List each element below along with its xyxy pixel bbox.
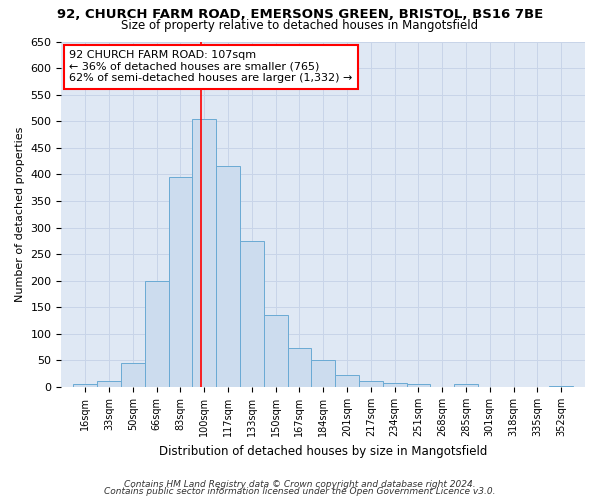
Bar (454, 384, 478, 387)
Text: 92 CHURCH FARM ROAD: 107sqm
← 36% of detached houses are smaller (765)
62% of se: 92 CHURCH FARM ROAD: 107sqm ← 36% of det… (69, 50, 353, 84)
Bar (311, 360, 335, 387)
Bar (407, 384, 430, 387)
Y-axis label: Number of detached properties: Number of detached properties (15, 126, 25, 302)
Text: Size of property relative to detached houses in Mangotsfield: Size of property relative to detached ho… (121, 19, 479, 32)
Text: Contains HM Land Registry data © Crown copyright and database right 2024.: Contains HM Land Registry data © Crown c… (124, 480, 476, 489)
Bar (169, 177, 193, 387)
Text: Contains public sector information licensed under the Open Government Licence v3: Contains public sector information licen… (104, 488, 496, 496)
Bar (383, 383, 407, 387)
Bar (73, 384, 97, 387)
X-axis label: Distribution of detached houses by size in Mangotsfield: Distribution of detached houses by size … (159, 444, 487, 458)
Text: 92, CHURCH FARM ROAD, EMERSONS GREEN, BRISTOL, BS16 7BE: 92, CHURCH FARM ROAD, EMERSONS GREEN, BR… (57, 8, 543, 20)
Bar (193, 118, 216, 387)
Bar (240, 241, 264, 387)
Bar (550, 386, 573, 387)
Bar (97, 380, 121, 387)
Bar (287, 348, 311, 387)
Bar (359, 380, 383, 387)
Bar (216, 166, 240, 387)
Bar (121, 363, 145, 387)
Bar (335, 376, 359, 387)
Bar (264, 316, 287, 387)
Bar (145, 280, 169, 387)
